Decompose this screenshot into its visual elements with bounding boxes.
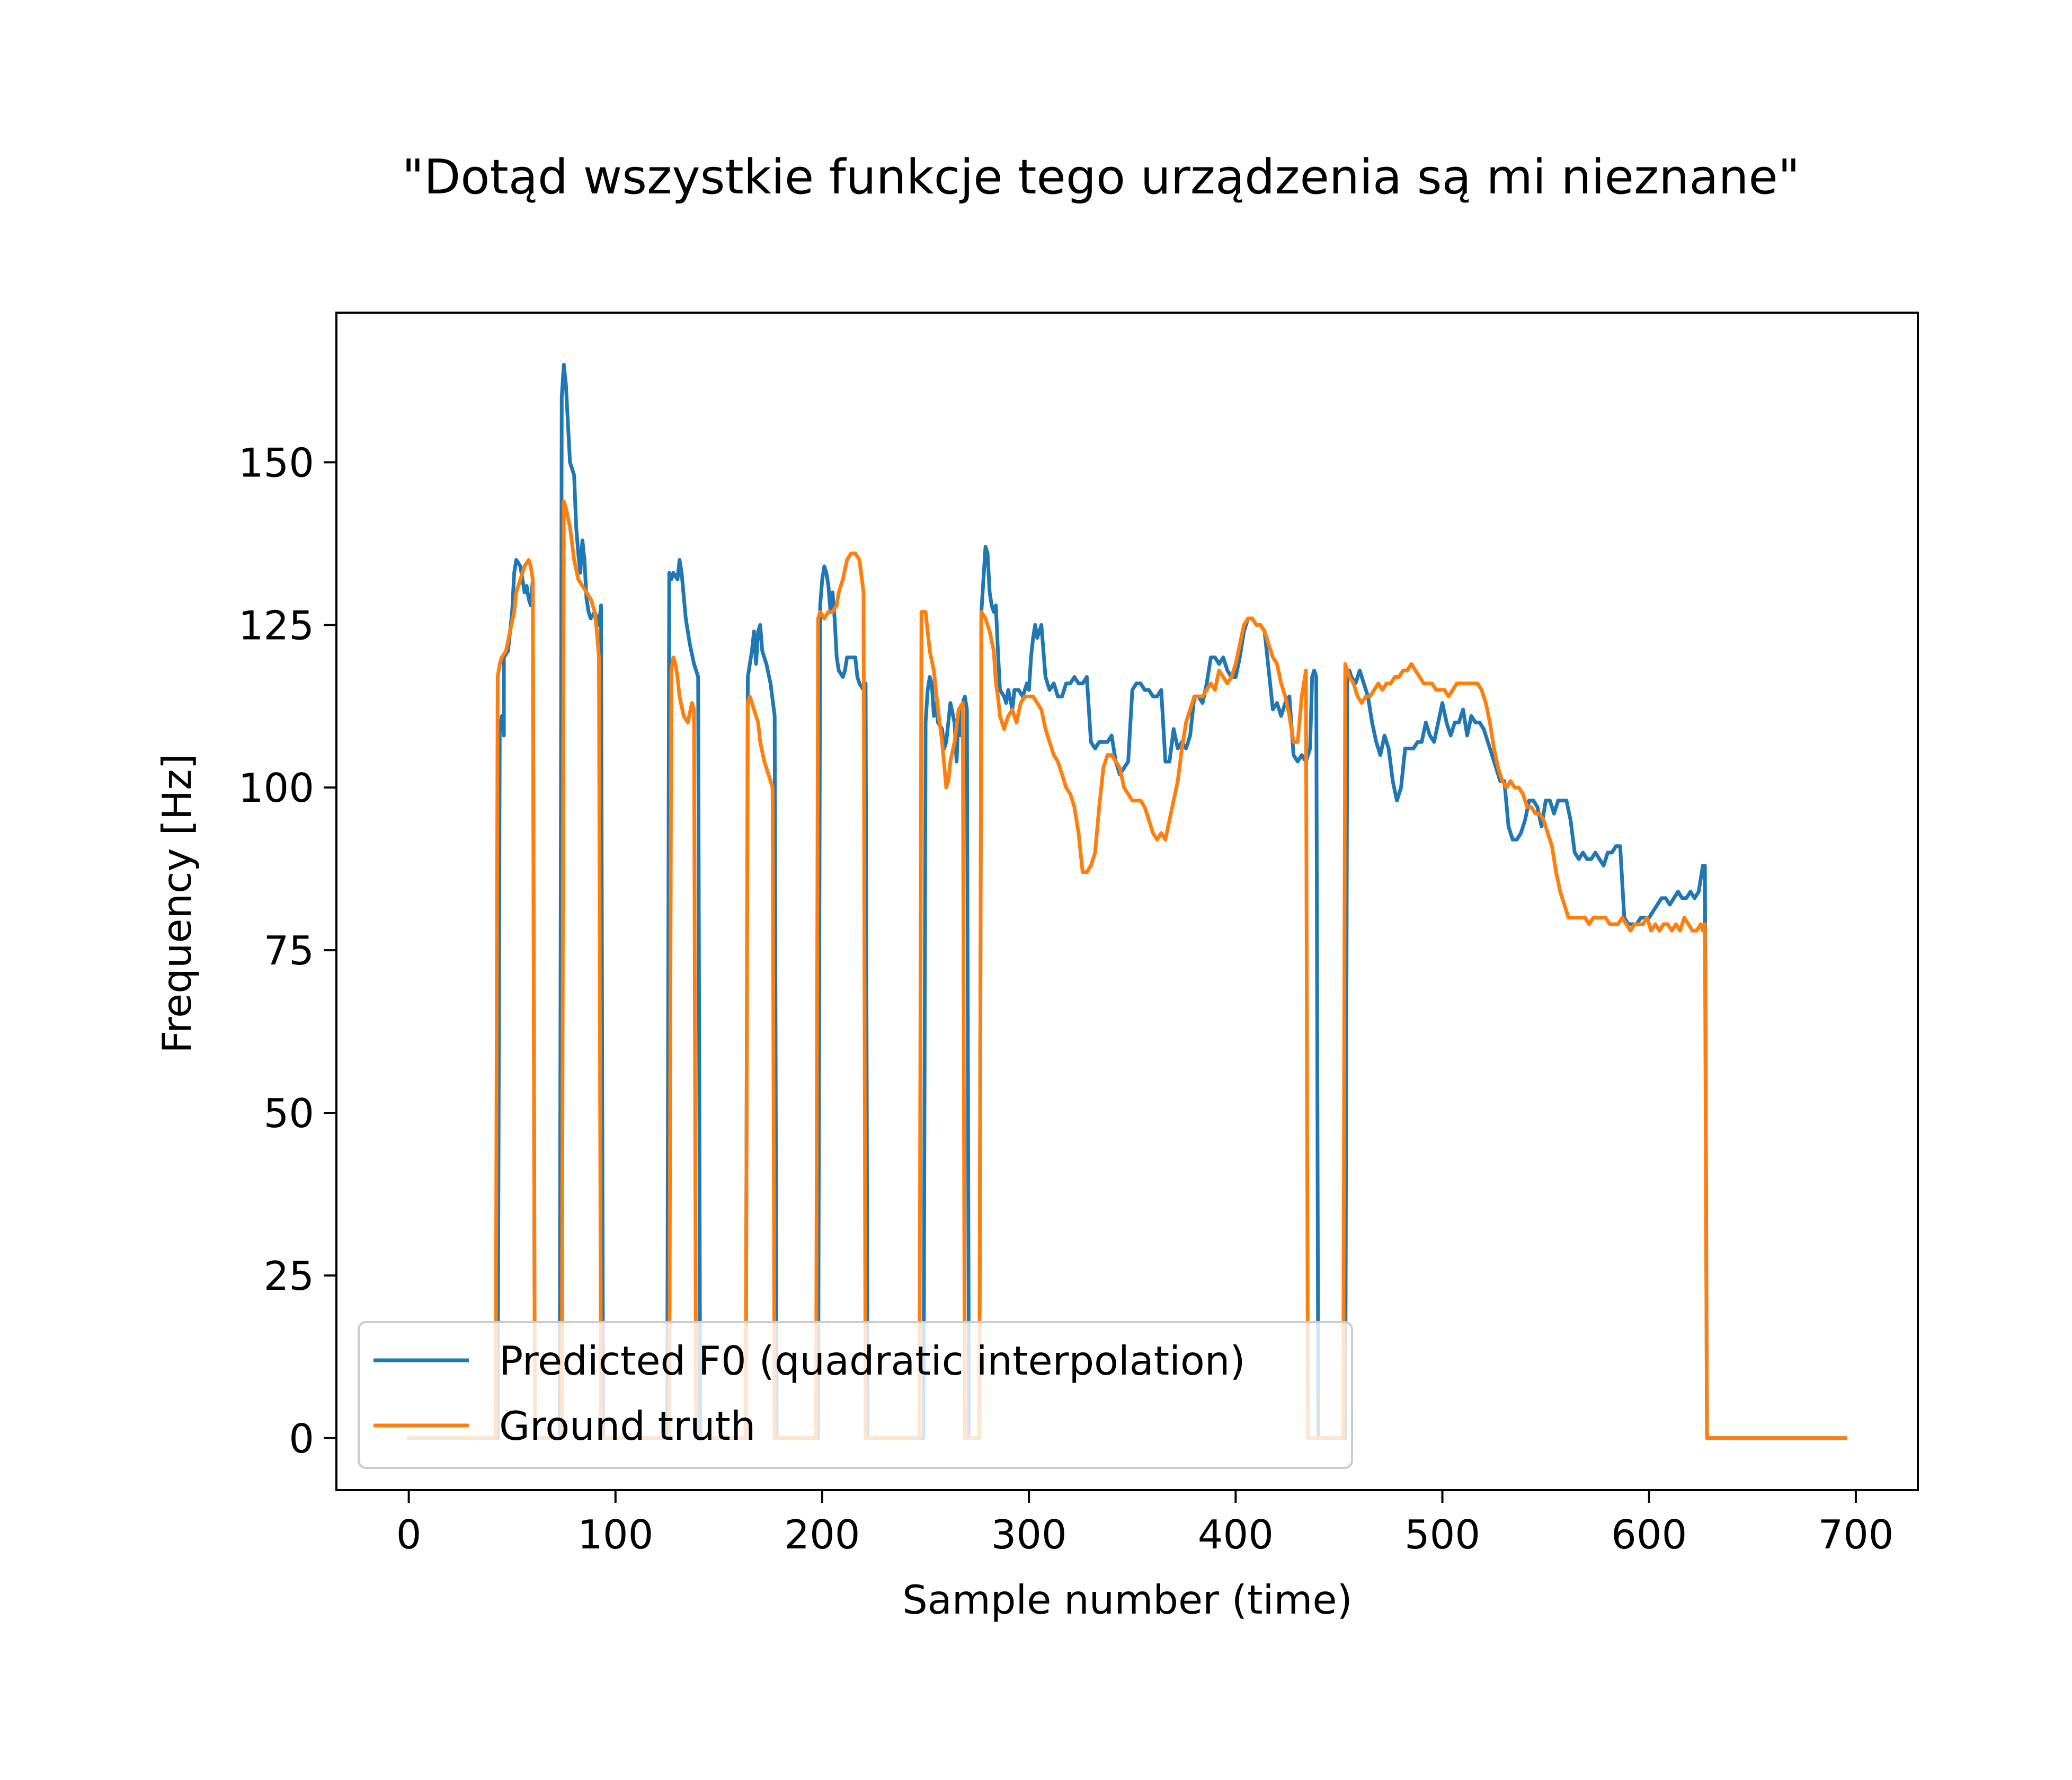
legend: Predicted F0 (quadratic interpolation) G…	[358, 1321, 1353, 1469]
series-line-1	[407, 499, 1847, 1440]
plot-area	[407, 362, 1847, 1440]
x-tick-label: 0	[396, 1511, 422, 1558]
chart-title: "Dotąd wszystkie funkcje tego urządzenia…	[402, 149, 1800, 205]
y-axis-label: Frequency [Hz]	[154, 754, 200, 1053]
axes-frame	[335, 312, 1919, 1491]
y-tick-label: 0	[289, 1415, 314, 1462]
x-tick-label: 500	[1404, 1511, 1480, 1558]
x-tick-label: 700	[1818, 1511, 1893, 1558]
x-tick-label: 100	[577, 1511, 653, 1558]
y-tick-label: 125	[238, 602, 314, 649]
legend-label-ground-truth: Ground truth	[499, 1403, 755, 1449]
x-tick-label: 300	[991, 1511, 1067, 1558]
x-axis-label: Sample number (time)	[902, 1577, 1353, 1623]
y-tick-label: 150	[238, 439, 314, 486]
x-tick-label: 400	[1198, 1511, 1274, 1558]
x-axis: 0 100 200 300 400 500 600 700	[396, 1490, 1894, 1558]
legend-label-predicted: Predicted F0 (quadratic interpolation)	[499, 1338, 1246, 1384]
y-tick-label: 25	[264, 1253, 314, 1299]
y-tick-label: 75	[264, 927, 314, 974]
y-tick-label: 50	[264, 1090, 314, 1137]
legend-box	[358, 1321, 1353, 1469]
x-tick-label: 600	[1611, 1511, 1687, 1558]
y-tick-label: 100	[238, 765, 314, 811]
x-tick-label: 200	[784, 1511, 860, 1558]
y-axis: 0 25 50 75 100 125 150	[238, 439, 336, 1462]
